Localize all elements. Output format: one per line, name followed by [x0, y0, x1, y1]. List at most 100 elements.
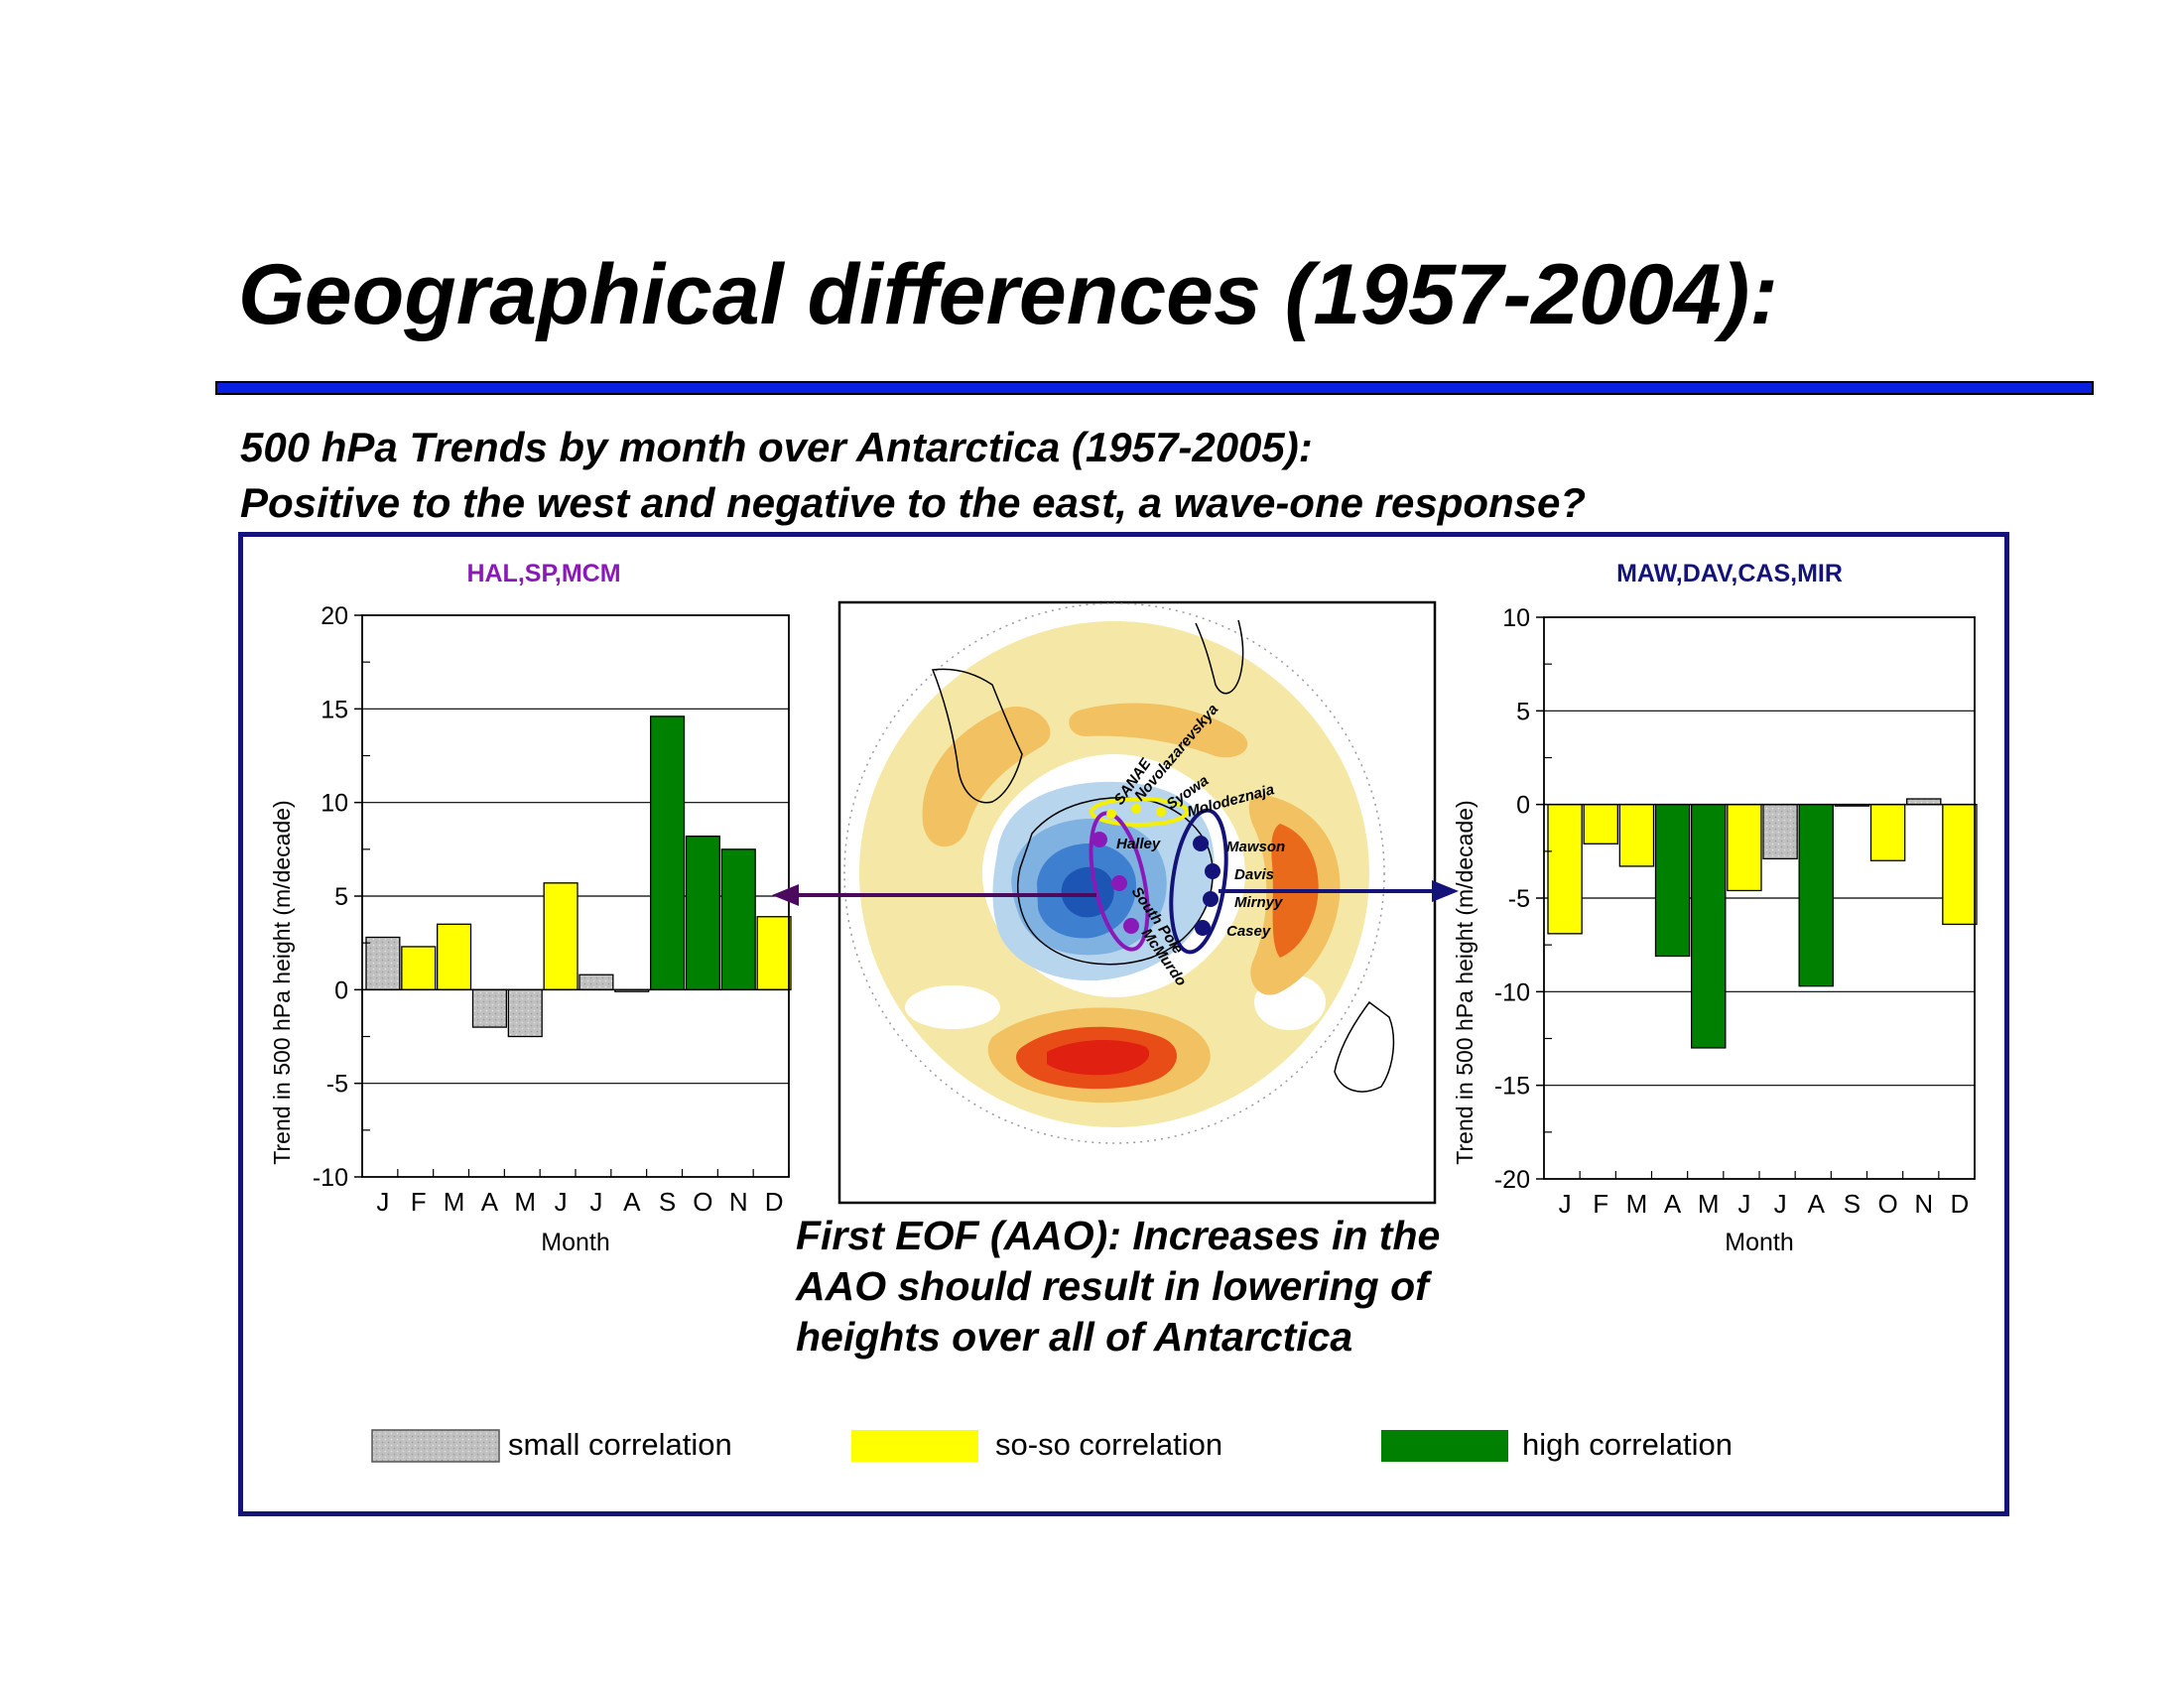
west-bar-1 — [365, 936, 401, 990]
east-y-tick-label: -15 — [1494, 1073, 1530, 1101]
east-station-group-ellipse — [1169, 808, 1228, 955]
west-x-tick-label: S — [659, 1187, 676, 1217]
east-x-tick-label: A — [1808, 1189, 1826, 1219]
subtitle-line-2: Positive to the west and negative to the… — [240, 479, 1587, 526]
legend-label-high: high correlation — [1522, 1427, 1733, 1462]
east-bar-6 — [1727, 804, 1762, 892]
west-bar-10 — [685, 835, 720, 990]
east-x-tick-label: J — [1559, 1189, 1572, 1219]
west-bar-11 — [720, 848, 756, 990]
positive-anomaly-gap-west — [905, 985, 1000, 1029]
legend-swatch-high — [1381, 1430, 1508, 1462]
west-y-tick-label: 10 — [321, 790, 348, 818]
east-x-tick-label: A — [1664, 1189, 1682, 1219]
positive-anomaly-peak-south — [1047, 1040, 1150, 1076]
east-chart-x-label: Month — [1725, 1229, 1793, 1256]
west-bar-9 — [650, 715, 686, 990]
caption-line-3: heights over all of Antarctica — [796, 1314, 1353, 1360]
station-dot-davis — [1205, 863, 1220, 879]
aao-eof-map: Halley South Pole McMurdo SANAE Novolaza… — [837, 600, 1437, 1205]
figure-frame — [238, 532, 2009, 1516]
west-bar-6 — [543, 882, 578, 990]
east-bar-3 — [1618, 804, 1655, 867]
east-x-tick-label: O — [1877, 1189, 1897, 1219]
legend-label-small: small correlation — [508, 1427, 732, 1462]
west-bar-5 — [507, 988, 543, 1038]
west-x-tick-label: O — [693, 1187, 712, 1217]
east-y-tick-label: 5 — [1516, 698, 1530, 725]
east-bar-8 — [1798, 804, 1834, 987]
label-casey: Casey — [1226, 923, 1271, 940]
west-bar-2 — [401, 946, 437, 990]
east-bar-10 — [1869, 804, 1906, 861]
australia-coastline — [1334, 1000, 1395, 1093]
east-y-tick-label: 10 — [1502, 604, 1530, 632]
caption-line-2: AAO should result in lowering of — [796, 1263, 1429, 1309]
legend-swatch-soso — [851, 1430, 978, 1462]
label-davis: Davis — [1234, 866, 1274, 883]
west-y-tick-label: 5 — [334, 883, 348, 911]
west-station-group-ellipse — [1089, 811, 1150, 952]
legend-swatch-small — [371, 1429, 500, 1463]
west-chart-title: HAL,SP,MCM — [466, 560, 620, 587]
west-bar-7 — [578, 974, 614, 990]
east-x-tick-label: M — [1698, 1189, 1720, 1219]
caption-line-1: First EOF (AAO): Increases in the — [796, 1213, 1441, 1258]
west-bar-4 — [471, 988, 507, 1028]
positive-anomaly-mid-north — [1069, 703, 1248, 758]
east-bar-4 — [1654, 804, 1691, 958]
station-dot-south-pole — [1111, 875, 1127, 891]
west-x-tick-label: D — [765, 1187, 784, 1217]
west-y-tick-label: 20 — [321, 602, 348, 630]
east-connector-arrow — [1219, 880, 1459, 902]
west-x-tick-label: J — [589, 1187, 602, 1217]
east-x-tick-label: J — [1774, 1189, 1787, 1219]
west-y-tick-label: -10 — [313, 1164, 348, 1192]
subtitle-line-1: 500 hPa Trends by month over Antarctica … — [240, 424, 1313, 470]
west-x-tick-label: M — [444, 1187, 465, 1217]
west-x-tick-label: J — [376, 1187, 389, 1217]
west-x-tick-label: J — [555, 1187, 568, 1217]
station-dot-halley — [1092, 832, 1107, 847]
station-dot-novolazarevskya — [1131, 804, 1141, 814]
east-plot-frame — [1543, 616, 1976, 1180]
west-x-tick-label: A — [623, 1187, 641, 1217]
west-x-tick-label: A — [481, 1187, 499, 1217]
east-x-tick-label: D — [1951, 1189, 1970, 1219]
correlation-legend: small correlation so-so correlation high… — [371, 1427, 1733, 1463]
west-bar-3 — [437, 923, 472, 990]
station-dot-mirnyy — [1203, 891, 1219, 907]
aao-caption: First EOF (AAO): Increases in the AAO sh… — [796, 1211, 1440, 1363]
west-y-tick-label: 0 — [334, 976, 348, 1004]
east-bar-1 — [1547, 804, 1583, 935]
east-x-tick-label: N — [1914, 1189, 1933, 1219]
east-bar-12 — [1942, 804, 1978, 926]
east-stations-chart: MAW,DAV,CAS,MIR Trend in 500 hPa height … — [1452, 560, 1978, 1256]
negative-anomaly-peak — [1061, 866, 1114, 918]
station-dot-syowa — [1156, 807, 1166, 817]
east-y-tick-label: 0 — [1516, 792, 1530, 820]
title-rule — [215, 381, 2094, 395]
east-chart-title: MAW,DAV,CAS,MIR — [1616, 560, 1843, 587]
east-y-tick-label: -20 — [1494, 1166, 1530, 1194]
station-dot-mawson — [1193, 836, 1209, 851]
east-bar-7 — [1762, 804, 1798, 860]
legend-label-soso: so-so correlation — [995, 1427, 1222, 1462]
west-connector-arrow — [772, 884, 1096, 906]
station-dot-sanae — [1106, 809, 1116, 819]
east-chart-y-label: Trend in 500 hPa height (m/decade) — [1452, 800, 1477, 1164]
east-bar-2 — [1583, 804, 1618, 844]
east-x-tick-label: J — [1737, 1189, 1750, 1219]
north-station-group-ellipse — [1090, 797, 1189, 827]
east-x-tick-label: F — [1593, 1189, 1608, 1219]
station-dot-casey — [1195, 920, 1211, 936]
west-chart-y-label: Trend in 500 hPa height (m/decade) — [269, 800, 295, 1164]
label-mawson: Mawson — [1226, 839, 1285, 855]
label-halley: Halley — [1116, 836, 1161, 852]
label-mirnyy: Mirnyy — [1234, 894, 1283, 911]
west-x-tick-label: M — [514, 1187, 536, 1217]
west-chart-x-label: Month — [541, 1229, 609, 1256]
east-y-tick-label: -10 — [1494, 978, 1530, 1006]
east-x-tick-label: S — [1844, 1189, 1861, 1219]
